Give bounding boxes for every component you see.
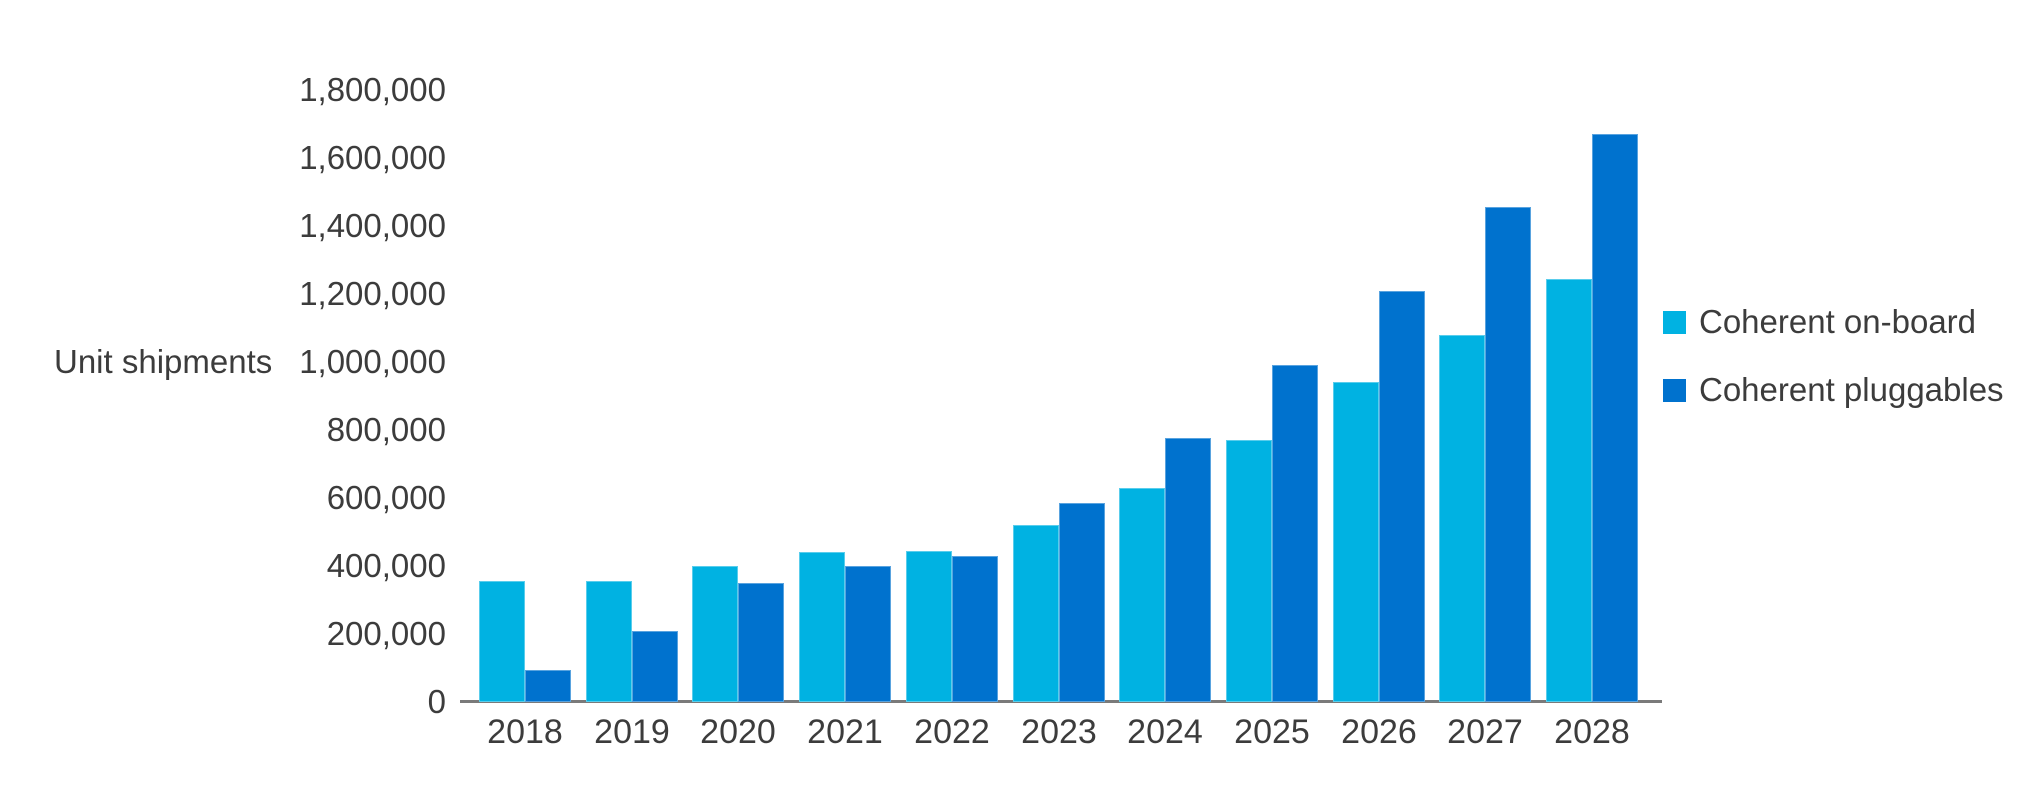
bar-2026-pluggables (1379, 291, 1425, 702)
bar-2022-onboard (906, 551, 952, 702)
x-tick-label: 2024 (1127, 713, 1203, 751)
x-tick-label: 2022 (914, 713, 990, 751)
x-tick-label: 2020 (700, 713, 776, 751)
legend-label-onboard: Coherent on-board (1699, 303, 1977, 340)
bar-2024-onboard (1119, 488, 1165, 702)
bar-2023-onboard (1013, 525, 1059, 702)
x-tick-label: 2028 (1554, 713, 1630, 751)
bar-2028-pluggables (1592, 134, 1638, 702)
bar-2027-pluggables (1485, 207, 1531, 702)
x-tick-label: 2026 (1341, 713, 1417, 751)
bar-2018-onboard (479, 581, 525, 702)
y-tick-label: 400,000 (326, 547, 446, 584)
bar-2027-onboard (1439, 335, 1485, 702)
bar-2021-onboard (799, 552, 845, 702)
x-tick-label: 2027 (1447, 713, 1523, 751)
y-tick-label: 200,000 (326, 615, 446, 652)
legend-item-onboard: Coherent on-board (1663, 300, 2004, 344)
bar-2023-pluggables (1059, 503, 1105, 702)
y-tick-label: 0 (427, 683, 446, 720)
bar-2028-onboard (1546, 279, 1592, 702)
bar-2022-pluggables (952, 556, 998, 702)
bar-2020-onboard (692, 566, 738, 702)
legend-swatch-onboard-icon (1663, 310, 1686, 334)
y-tick-label: 600,000 (326, 479, 446, 516)
x-tick-label: 2023 (1021, 713, 1097, 751)
bar-2020-pluggables (738, 583, 784, 702)
y-axis-title: Unit shipments (54, 343, 273, 380)
y-tick-label: 1,400,000 (299, 207, 446, 244)
bar-2021-pluggables (845, 566, 891, 702)
bar-2026-onboard (1333, 382, 1379, 702)
y-tick-label: 1,600,000 (299, 139, 446, 176)
bar-2018-pluggables (525, 670, 571, 702)
legend-swatch-pluggables-icon (1663, 378, 1686, 402)
bar-2019-onboard (586, 581, 632, 702)
legend-item-pluggables: Coherent pluggables (1663, 368, 2004, 412)
legend-label-pluggables: Coherent pluggables (1699, 371, 2004, 408)
x-tick-label: 2018 (487, 713, 563, 751)
bar-2019-pluggables (632, 631, 678, 702)
x-tick-label: 2019 (594, 713, 670, 751)
y-tick-label: 1,800,000 (299, 71, 446, 108)
x-tick-label: 2021 (807, 713, 883, 751)
y-tick-label: 800,000 (326, 411, 446, 448)
y-tick-label: 1,200,000 (299, 275, 446, 312)
x-tick-label: 2025 (1234, 713, 1310, 751)
bar-2024-pluggables (1165, 438, 1211, 702)
legend: Coherent on-board Coherent pluggables (1663, 300, 2004, 436)
y-tick-label: 1,000,000 (299, 343, 446, 380)
bar-2025-pluggables (1272, 365, 1318, 702)
bar-2025-onboard (1226, 440, 1272, 702)
